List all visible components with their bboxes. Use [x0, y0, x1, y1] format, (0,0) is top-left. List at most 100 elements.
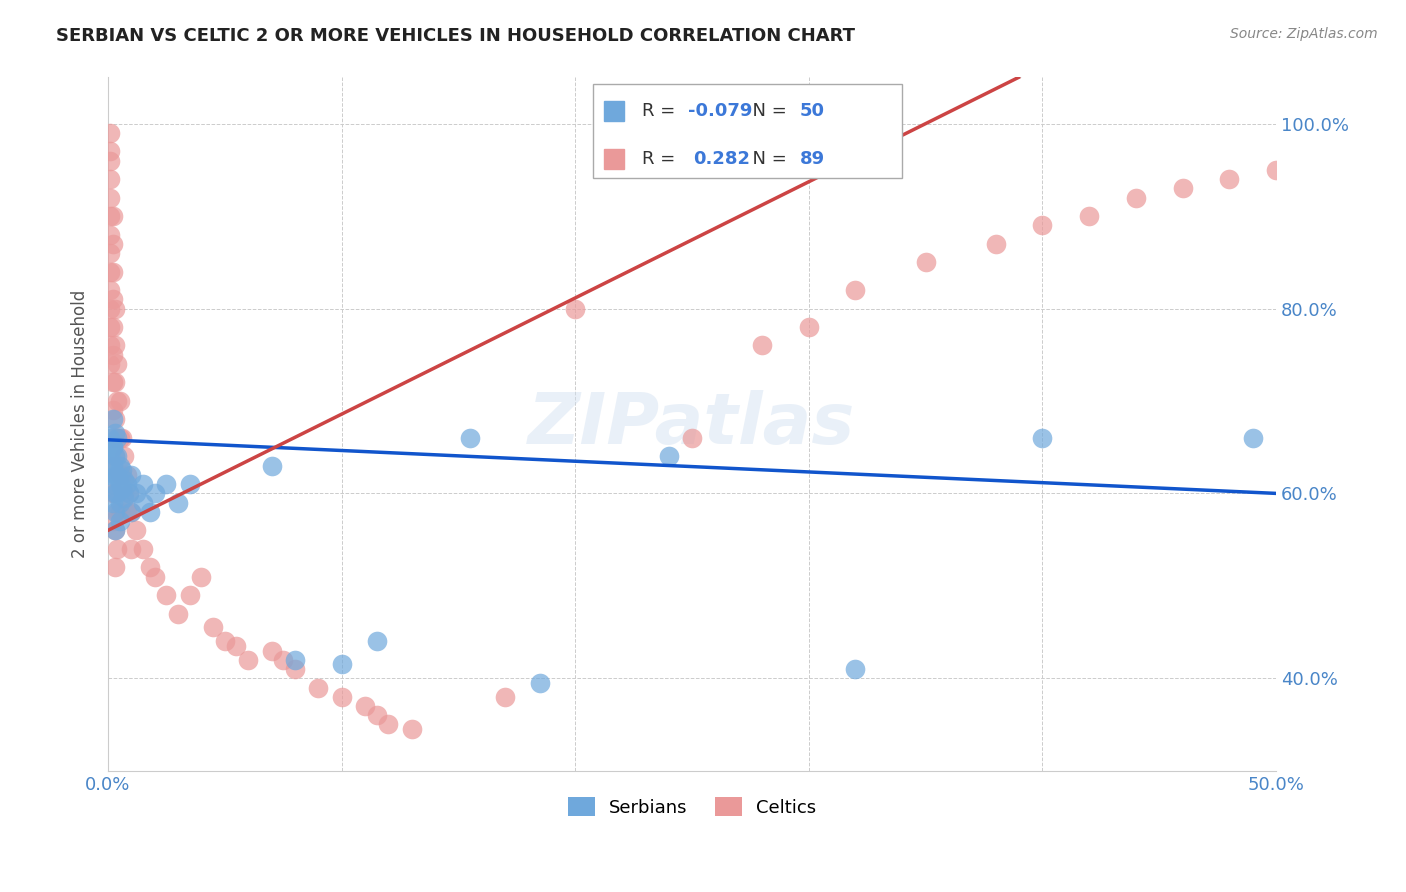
Point: [458, 431, 481, 445]
Point: [111, 467, 134, 482]
Point: [104, 450, 127, 464]
Point: [844, 283, 866, 297]
Point: [101, 348, 124, 362]
Point: [143, 569, 166, 583]
Point: [105, 486, 128, 500]
Point: [120, 467, 142, 482]
Point: [307, 681, 329, 695]
Point: [108, 477, 131, 491]
Point: [104, 486, 127, 500]
Point: [105, 450, 128, 464]
Point: [120, 541, 142, 556]
Point: [112, 486, 135, 500]
Point: [105, 505, 128, 519]
Point: [98, 126, 121, 140]
Point: [101, 514, 124, 528]
Point: [120, 505, 142, 519]
Point: [98, 440, 121, 454]
Point: [101, 264, 124, 278]
Point: [98, 246, 121, 260]
Point: [111, 463, 134, 477]
Point: [104, 467, 127, 482]
Point: [111, 431, 134, 445]
Point: [104, 505, 127, 519]
Point: [98, 145, 121, 159]
Text: N =: N =: [741, 150, 793, 168]
Text: 0.282: 0.282: [693, 150, 751, 168]
Point: [98, 191, 121, 205]
Point: [125, 524, 148, 538]
Text: 89: 89: [800, 150, 824, 168]
Text: R =: R =: [641, 150, 686, 168]
Legend: Serbians, Celtics: Serbians, Celtics: [561, 790, 824, 824]
Point: [108, 467, 131, 482]
Point: [236, 653, 259, 667]
Point: [108, 505, 131, 519]
Point: [101, 440, 124, 454]
Text: N =: N =: [741, 102, 793, 120]
Point: [1031, 431, 1053, 445]
Point: [260, 458, 283, 473]
Point: [377, 717, 399, 731]
Point: [330, 657, 353, 672]
Point: [105, 431, 128, 445]
Point: [1171, 181, 1194, 195]
Point: [104, 426, 127, 441]
Point: [179, 588, 201, 602]
Point: [105, 431, 128, 445]
Point: [101, 403, 124, 417]
Point: [564, 301, 586, 316]
Point: [98, 209, 121, 223]
Point: [1078, 209, 1101, 223]
Point: [1218, 172, 1240, 186]
Point: [284, 662, 307, 676]
Point: [284, 653, 307, 667]
Point: [112, 473, 135, 487]
Point: [111, 482, 134, 496]
Text: -0.079: -0.079: [689, 102, 752, 120]
Point: [108, 514, 131, 528]
Point: [225, 639, 247, 653]
Point: [139, 505, 162, 519]
Point: [681, 431, 703, 445]
Point: [104, 486, 127, 500]
Point: [104, 524, 127, 538]
Text: SERBIAN VS CELTIC 2 OR MORE VEHICLES IN HOUSEHOLD CORRELATION CHART: SERBIAN VS CELTIC 2 OR MORE VEHICLES IN …: [56, 27, 855, 45]
Point: [104, 338, 127, 352]
Point: [104, 450, 127, 464]
Point: [132, 477, 155, 491]
Point: [354, 698, 377, 713]
Point: [98, 467, 121, 482]
Point: [115, 505, 138, 519]
Point: [155, 588, 177, 602]
Point: [155, 477, 177, 491]
FancyBboxPatch shape: [593, 85, 903, 178]
Point: [112, 491, 135, 505]
Point: [98, 431, 121, 445]
Point: [984, 236, 1007, 251]
Point: [98, 264, 121, 278]
Point: [105, 467, 128, 482]
Point: [101, 320, 124, 334]
Point: [118, 486, 141, 500]
Point: [98, 301, 121, 316]
Point: [139, 560, 162, 574]
Text: Source: ZipAtlas.com: Source: ZipAtlas.com: [1230, 27, 1378, 41]
Point: [844, 662, 866, 676]
Point: [132, 495, 155, 509]
Point: [104, 524, 127, 538]
Point: [105, 357, 128, 371]
Point: [271, 653, 294, 667]
Point: [1265, 162, 1288, 177]
Point: [115, 477, 138, 491]
Point: [179, 477, 201, 491]
Point: [202, 620, 225, 634]
Point: [132, 541, 155, 556]
Point: [104, 301, 127, 316]
Point: [101, 440, 124, 454]
Point: [105, 467, 128, 482]
Point: [104, 560, 127, 574]
Text: 50: 50: [800, 102, 824, 120]
Point: [98, 338, 121, 352]
Point: [494, 690, 516, 704]
